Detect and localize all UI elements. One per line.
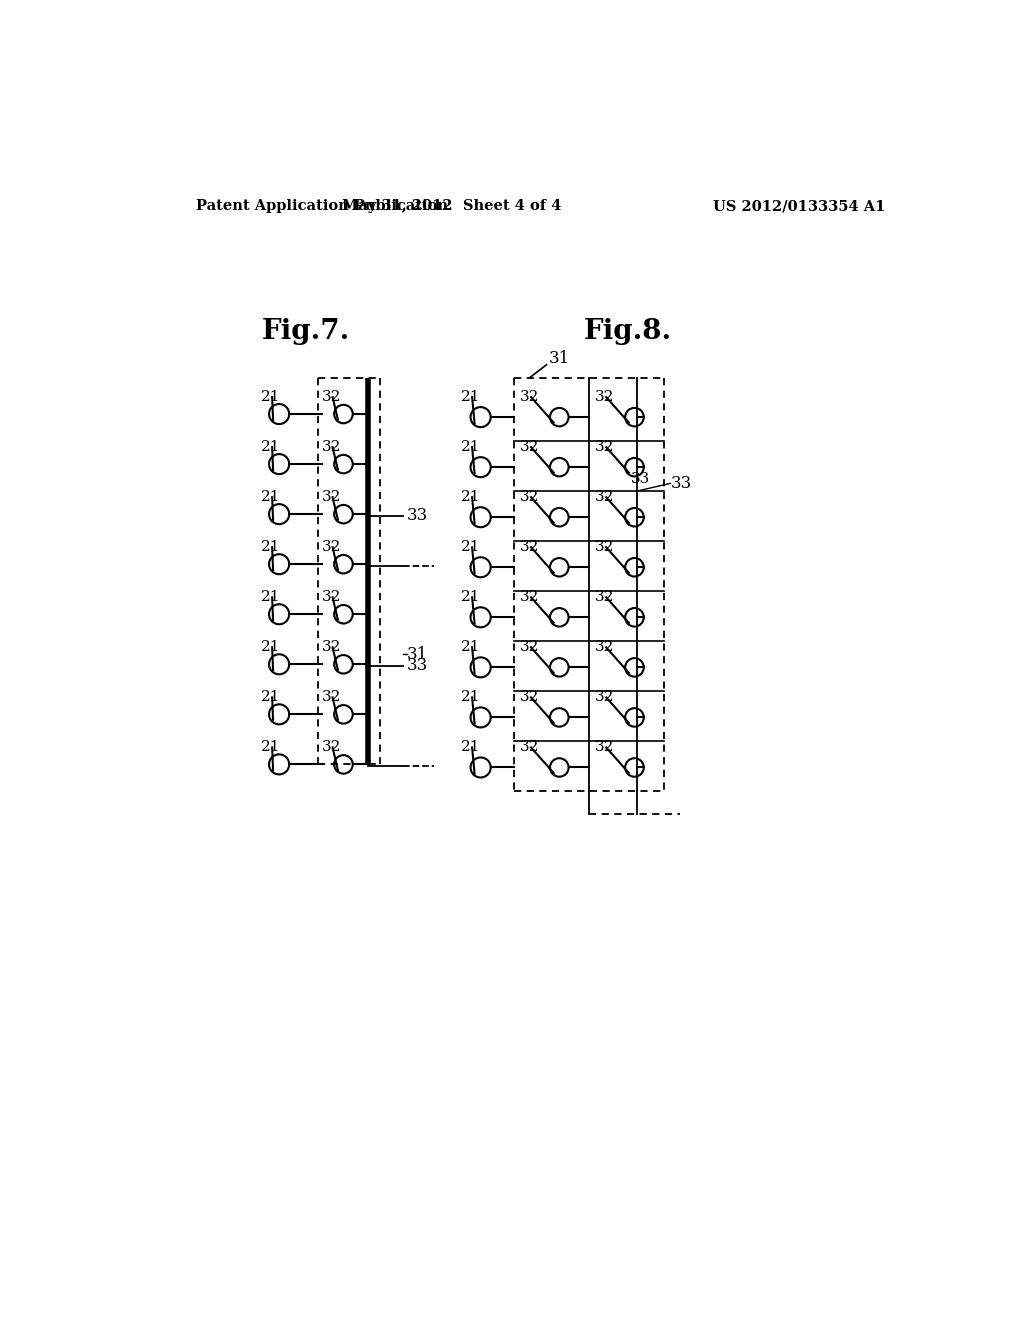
Text: US 2012/0133354 A1: US 2012/0133354 A1 — [713, 199, 886, 213]
Text: 32: 32 — [595, 741, 614, 755]
Text: 32: 32 — [595, 490, 614, 504]
Text: Fig.7.: Fig.7. — [262, 318, 350, 345]
Text: Patent Application Publication: Patent Application Publication — [197, 199, 449, 213]
Text: 32: 32 — [520, 590, 540, 605]
Text: 33: 33 — [407, 507, 428, 524]
Text: 21: 21 — [461, 391, 480, 404]
Text: Fig.8.: Fig.8. — [584, 318, 672, 345]
Text: 21: 21 — [261, 540, 281, 554]
Text: May 31, 2012  Sheet 4 of 4: May 31, 2012 Sheet 4 of 4 — [342, 199, 561, 213]
Text: 21: 21 — [461, 590, 480, 605]
Text: 32: 32 — [322, 490, 341, 504]
Text: 33: 33 — [671, 475, 692, 492]
Text: 21: 21 — [461, 440, 480, 454]
Text: 32: 32 — [595, 540, 614, 554]
Text: 32: 32 — [595, 440, 614, 454]
Text: 32: 32 — [322, 690, 341, 705]
Text: 21: 21 — [261, 590, 281, 605]
Text: 32: 32 — [520, 440, 540, 454]
Text: 33: 33 — [407, 657, 428, 675]
Text: 32: 32 — [520, 490, 540, 504]
Text: 31: 31 — [407, 645, 428, 663]
Text: 32: 32 — [520, 540, 540, 554]
Text: 32: 32 — [595, 590, 614, 605]
Text: 31: 31 — [549, 350, 570, 367]
Text: 21: 21 — [461, 490, 480, 504]
Text: 21: 21 — [261, 690, 281, 705]
Text: 21: 21 — [461, 690, 480, 705]
Text: 21: 21 — [461, 640, 480, 655]
Text: 32: 32 — [322, 540, 341, 554]
Text: 32: 32 — [520, 640, 540, 655]
Text: 32: 32 — [595, 391, 614, 404]
Text: 21: 21 — [461, 540, 480, 554]
Text: 32: 32 — [322, 640, 341, 655]
Text: 21: 21 — [261, 490, 281, 504]
Text: 32: 32 — [520, 741, 540, 755]
Text: 32: 32 — [322, 440, 341, 454]
Text: 32: 32 — [322, 741, 341, 755]
Text: 21: 21 — [261, 440, 281, 454]
Text: 32: 32 — [595, 690, 614, 705]
Text: 21: 21 — [261, 741, 281, 755]
Text: 21: 21 — [261, 391, 281, 404]
Text: 32: 32 — [595, 640, 614, 655]
Text: 32: 32 — [520, 391, 540, 404]
Text: 21: 21 — [461, 741, 480, 755]
Text: 32: 32 — [322, 590, 341, 605]
Text: 33: 33 — [631, 473, 650, 487]
Text: 32: 32 — [520, 690, 540, 705]
Text: 32: 32 — [322, 391, 341, 404]
Text: 21: 21 — [261, 640, 281, 655]
